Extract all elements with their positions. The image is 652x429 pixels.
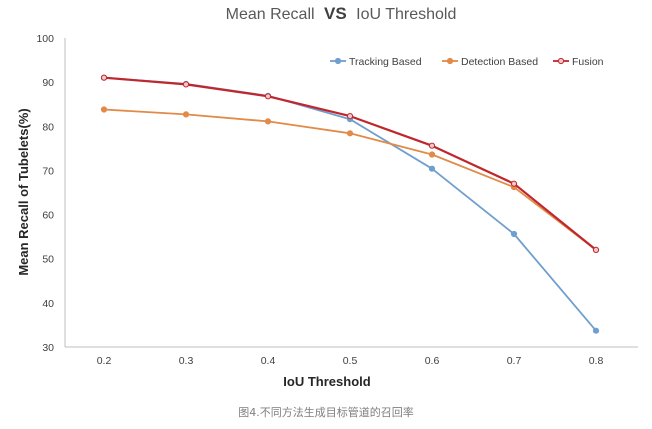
- data-point-fusion: [264, 93, 272, 100]
- series-line-fusion: [103, 76, 597, 251]
- y-tick-label: 80: [42, 121, 54, 133]
- x-tick-label: 0.8: [589, 355, 604, 367]
- chart-title-vs: VS: [324, 4, 347, 23]
- data-point-tracking-based: [592, 327, 600, 334]
- legend-swatch-marker: [446, 57, 454, 65]
- data-point-detection-based: [100, 106, 108, 113]
- data-point-fusion: [428, 142, 436, 149]
- y-tick-label: 90: [42, 77, 54, 89]
- figure-caption: 图4.不同方法生成目标管道的召回率: [238, 405, 414, 419]
- series-detection-based: [100, 106, 600, 253]
- y-tick-labels: 30 40 50 60 70 80 90 100: [36, 33, 54, 354]
- y-tick-label: 100: [36, 33, 54, 45]
- legend-label: Tracking Based: [349, 56, 422, 68]
- x-tick-label: 0.7: [507, 355, 522, 367]
- y-tick-label: 40: [42, 298, 54, 310]
- x-tick-label: 0.4: [261, 355, 276, 367]
- y-tick-label: 50: [42, 254, 54, 266]
- data-point-fusion: [592, 246, 600, 253]
- legend: Tracking Based Detection Based Fusion: [330, 56, 604, 68]
- data-point-detection-based: [182, 111, 190, 118]
- chart-title: Mean Recall VS IoU Threshold: [226, 4, 457, 23]
- x-tick-label: 0.3: [179, 355, 194, 367]
- y-tick-label: 70: [42, 165, 54, 177]
- x-tick-labels: 0.2 0.3 0.4 0.5 0.6 0.7 0.8: [97, 355, 604, 367]
- data-point-fusion: [346, 113, 354, 120]
- legend-swatch-marker: [334, 57, 342, 65]
- x-tick-label: 0.5: [343, 355, 358, 367]
- legend-item-tracking-based: Tracking Based: [330, 56, 422, 68]
- data-point-detection-based: [428, 151, 436, 158]
- x-tick-label: 0.6: [425, 355, 440, 367]
- data-point-tracking-based: [428, 165, 436, 172]
- y-tick-label: 30: [42, 342, 54, 354]
- legend-item-fusion: Fusion: [553, 56, 604, 68]
- legend-label: Detection Based: [461, 56, 538, 68]
- data-point-fusion: [182, 81, 190, 88]
- y-tick-label: 60: [42, 210, 54, 222]
- data-point-tracking-based: [510, 230, 518, 238]
- legend-item-detection-based: Detection Based: [442, 56, 538, 68]
- series-layer: [100, 74, 600, 334]
- y-axis-title: Mean Recall of Tubelets(%): [16, 108, 31, 275]
- data-point-fusion: [100, 74, 108, 81]
- x-axis-title: IoU Threshold: [283, 374, 370, 389]
- data-point-detection-based: [346, 130, 354, 137]
- data-point-detection-based: [264, 118, 272, 125]
- legend-label: Fusion: [572, 56, 604, 68]
- x-tick-label: 0.2: [97, 355, 112, 367]
- chart-title-right: IoU Threshold: [356, 6, 456, 23]
- series-fusion: [100, 74, 600, 253]
- legend-swatch-marker: [557, 57, 565, 65]
- chart-title-left: Mean Recall: [226, 6, 315, 23]
- data-point-fusion: [510, 180, 518, 187]
